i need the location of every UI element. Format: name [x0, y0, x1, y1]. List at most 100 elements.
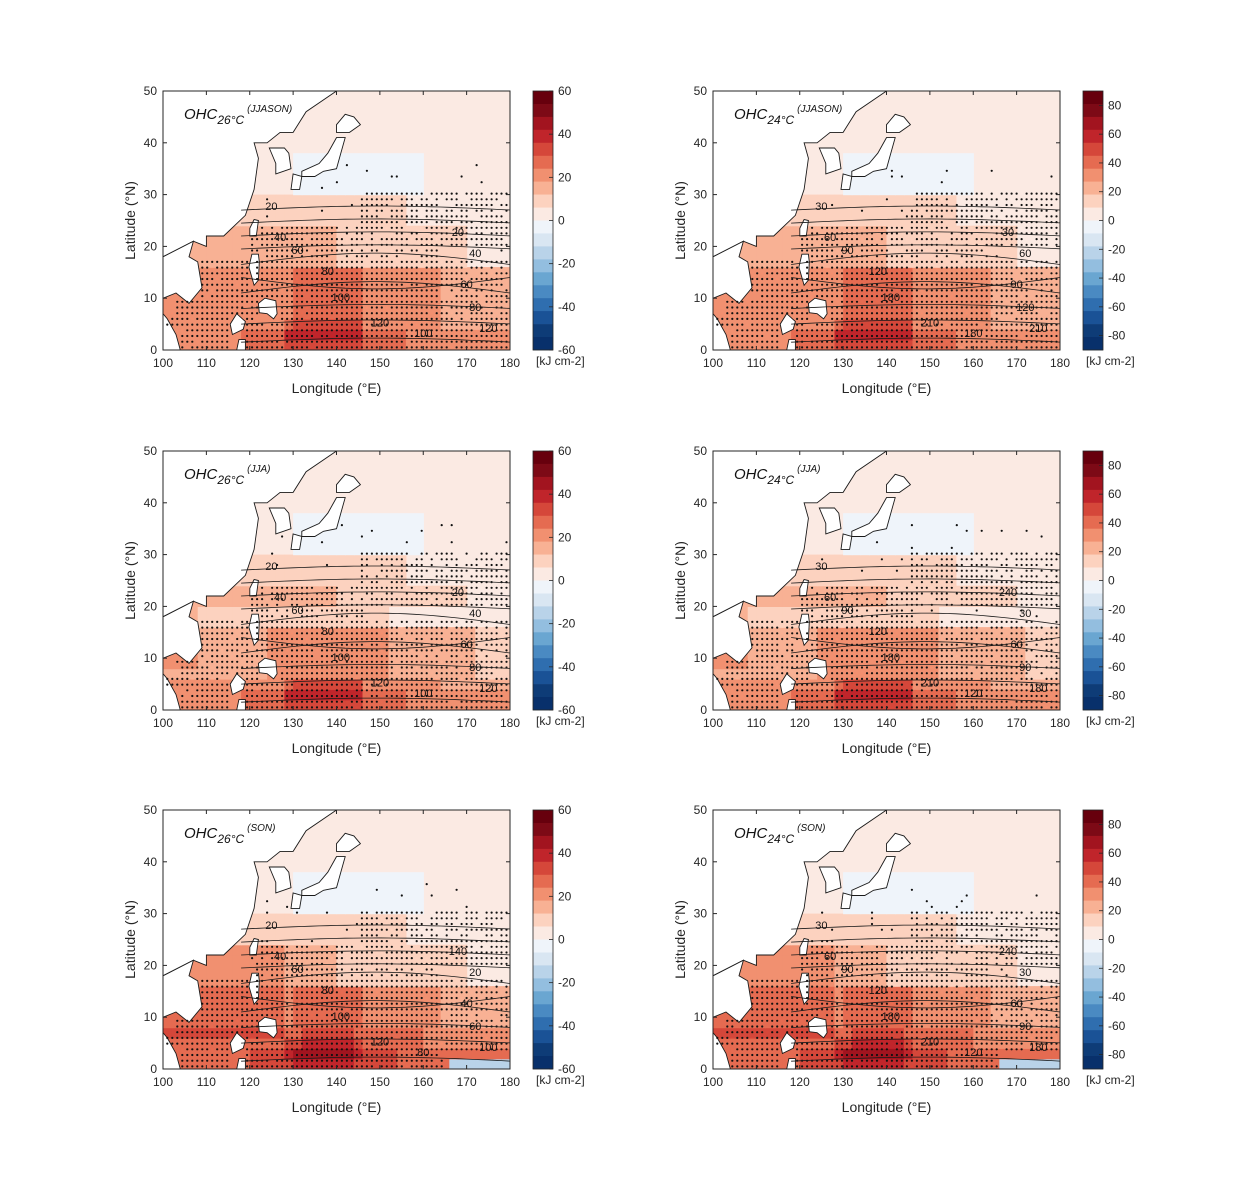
- contour-label: 140: [449, 946, 467, 958]
- colorbar-tick-label: -20: [558, 617, 576, 631]
- coastline: [713, 240, 753, 305]
- colorbar-tick-label: -80: [1108, 1048, 1126, 1062]
- colorbar-segment: [1083, 991, 1103, 1005]
- colorbar-segment: [533, 1043, 553, 1057]
- colorbar-segment: [1083, 1004, 1103, 1018]
- colorbar-tick-label: 20: [558, 170, 572, 184]
- climatology-contours: 30 60 90 120 180 210 30 60 90 120 180 210: [791, 201, 1060, 343]
- coastline: [268, 147, 292, 175]
- colorbar: 60 40 20 0 -20 -40 -60[kJ cm-2]: [532, 803, 585, 1087]
- colorbar-segment: [1083, 337, 1103, 351]
- contour-line: [791, 612, 1060, 625]
- colorbar-segment: [1083, 116, 1103, 131]
- significance-stippling: [716, 524, 1058, 709]
- significance-stippling: [166, 524, 508, 709]
- colorbar-segment: [1083, 965, 1103, 979]
- contour-line: [791, 578, 1060, 584]
- coastline: [713, 91, 888, 258]
- colorbar-tick-label: -60: [558, 703, 576, 717]
- colorbar-segment: [1083, 939, 1103, 953]
- x-tick-label: 130: [283, 1075, 303, 1089]
- x-axis-label: Longitude (°E): [292, 1099, 382, 1115]
- colorbar-segment: [533, 259, 553, 273]
- colorbar-tick-label: 20: [558, 889, 572, 903]
- colorbar-segment: [533, 298, 553, 312]
- colorbar-segment: [533, 874, 553, 889]
- y-tick-label: 20: [144, 958, 158, 972]
- contour-label: 30: [1019, 608, 1031, 620]
- contour-label: 60: [1019, 248, 1031, 260]
- colorbar-segment: [1083, 324, 1103, 338]
- colorbar-tick-label: 60: [1108, 846, 1122, 860]
- coastline: [249, 218, 259, 237]
- x-tick-label: 150: [370, 716, 390, 730]
- colorbar-segment: [1083, 1043, 1103, 1057]
- land-mask: [163, 810, 362, 1069]
- colorbar-segment: [533, 246, 553, 260]
- contour-line: [241, 319, 510, 325]
- colorbar-segment: [1083, 593, 1103, 607]
- contour-line: [791, 996, 1060, 1009]
- colorbar-segment: [1083, 129, 1103, 144]
- contour-line: [241, 996, 510, 1009]
- colorbar-tick-label: 0: [558, 214, 565, 228]
- coastline: [257, 1016, 278, 1039]
- coastline: [257, 297, 278, 320]
- panel-title: OHC26°C(JJASON): [184, 104, 292, 127]
- colorbar-segment: [533, 168, 553, 182]
- colorbar-segment: [1083, 311, 1103, 325]
- x-tick-label: 150: [920, 356, 940, 370]
- coastline: [249, 937, 259, 956]
- y-tick-label: 20: [144, 239, 158, 253]
- contour-line: [241, 252, 510, 265]
- y-tick-label: 20: [144, 599, 158, 613]
- y-tick-label: 50: [144, 84, 158, 98]
- colorbar-tick-label: 20: [1108, 904, 1122, 918]
- colorbar-segment: [1083, 528, 1103, 542]
- coastline: [163, 600, 203, 665]
- x-tick-label: 160: [413, 356, 433, 370]
- colorbar-segment: [1083, 463, 1103, 478]
- x-tick-label: 150: [370, 1075, 390, 1089]
- colorbar-segment: [1083, 861, 1103, 876]
- contour-line: [241, 1023, 510, 1028]
- colorbar-segment: [1083, 835, 1103, 850]
- colorbar-tick-label: 80: [1108, 817, 1122, 831]
- colorbar-segment: [533, 671, 553, 685]
- colorbar-segment: [533, 181, 553, 195]
- colorbar-unit-label: [kJ cm-2]: [1086, 1073, 1135, 1087]
- x-tick-label: 170: [457, 356, 477, 370]
- colorbar-segment: [533, 194, 553, 208]
- colorbar-segment: [533, 489, 553, 504]
- x-tick-label: 130: [283, 356, 303, 370]
- coastline: [249, 578, 259, 597]
- colorbar-tick-label: 80: [1108, 458, 1122, 472]
- contour-label: 80: [322, 266, 334, 278]
- coastline: [799, 218, 809, 237]
- colorbar-tick-label: 40: [1108, 516, 1122, 530]
- y-tick-label: 10: [144, 1010, 158, 1024]
- colorbar-segment: [1083, 1056, 1103, 1070]
- x-tick-label: 160: [413, 1075, 433, 1089]
- colorbar-segment: [1083, 606, 1103, 620]
- colorbar-segment: [1083, 887, 1103, 901]
- contour-label: 240: [999, 587, 1017, 599]
- coastline: [840, 892, 853, 909]
- contour-label: 40: [460, 998, 472, 1010]
- colorbar-unit-label: [kJ cm-2]: [536, 714, 585, 728]
- contour-line: [791, 1056, 1060, 1062]
- colorbar-segment: [533, 926, 553, 940]
- y-tick-label: 20: [694, 958, 708, 972]
- x-tick-label: 170: [1007, 716, 1027, 730]
- colorbar-segment: [533, 91, 553, 105]
- contour-line: [791, 679, 1060, 685]
- coastline: [229, 673, 246, 696]
- y-tick-label: 30: [144, 548, 158, 562]
- colorbar-tick-label: 20: [1108, 185, 1122, 199]
- x-tick-label: 100: [153, 356, 173, 370]
- contour-line: [791, 252, 1060, 265]
- colorbar-segment: [1083, 580, 1103, 594]
- contour-label: 20: [265, 201, 277, 213]
